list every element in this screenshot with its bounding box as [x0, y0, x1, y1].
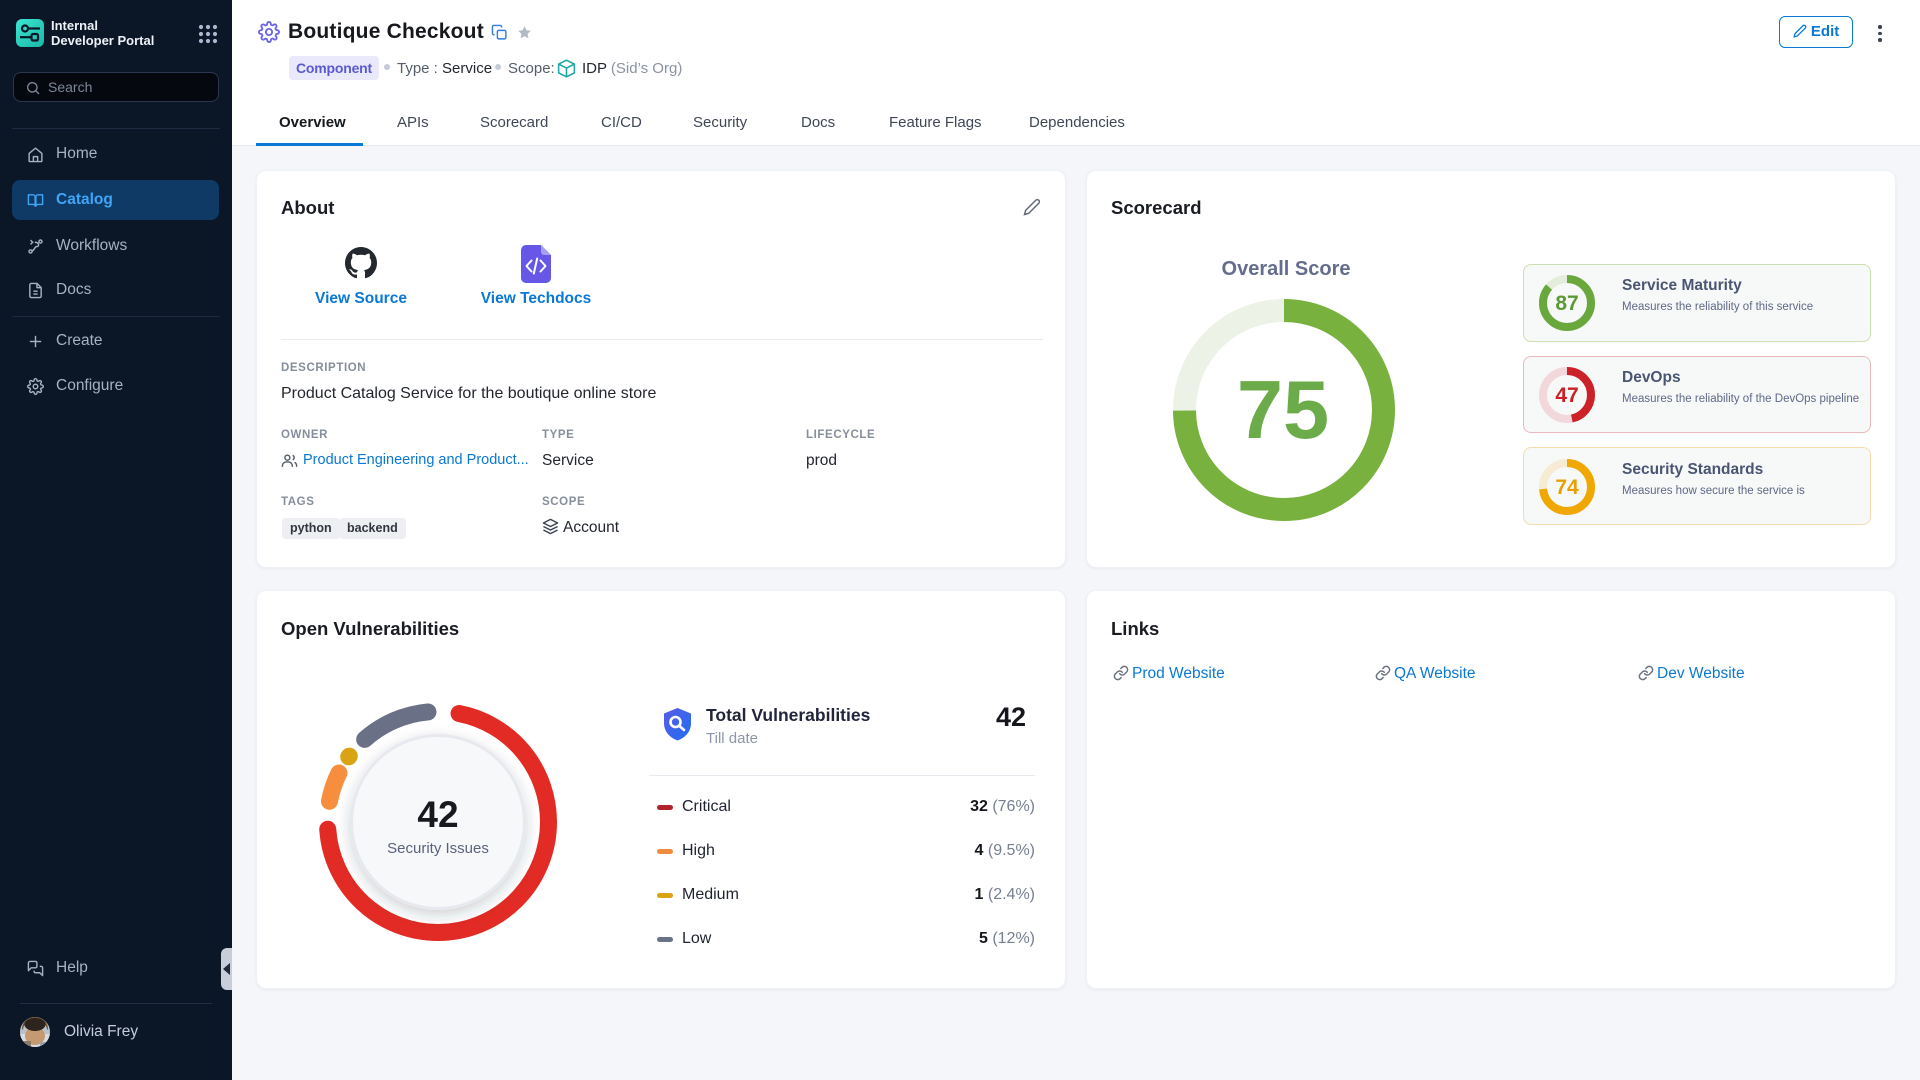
svg-text:74: 74: [1555, 476, 1579, 499]
svg-text:47: 47: [1555, 384, 1578, 407]
svg-text:75: 75: [1237, 363, 1329, 456]
svg-text:42: 42: [417, 794, 458, 835]
svg-text:87: 87: [1555, 292, 1578, 315]
svg-text:Security Issues: Security Issues: [387, 840, 489, 857]
